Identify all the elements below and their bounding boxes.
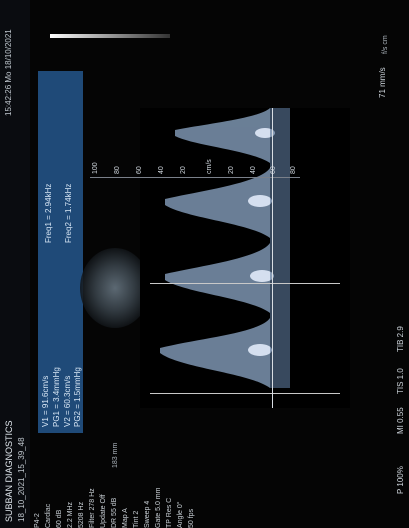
scale-tick-5: cm/s bbox=[206, 159, 213, 174]
setting-2: 60 dB bbox=[56, 509, 63, 528]
setting-3: 2.2 MHz bbox=[67, 501, 74, 528]
velocity-scale-line bbox=[90, 177, 300, 178]
v1-value: V1 = 91.6cm/s bbox=[41, 375, 50, 427]
pg2-value: PG2 = 1.5mmHg bbox=[73, 367, 82, 427]
setting-9: Tint 2 bbox=[133, 510, 140, 528]
setting-10: Sweep 4 bbox=[144, 500, 151, 528]
brand-label: SUBBAN DIAGNOSTICS bbox=[4, 420, 14, 522]
depth-label: 183 mm bbox=[112, 442, 119, 468]
pg1-value: PG1 = 3.4mmHg bbox=[52, 367, 61, 427]
spectral-doppler-display bbox=[140, 108, 350, 408]
setting-1: Cardiac bbox=[45, 503, 52, 528]
freq1-value: Freq1 = 2.94kHz bbox=[44, 183, 53, 243]
velocity-cursor-2[interactable] bbox=[150, 283, 340, 284]
scale-tick-0: 100 bbox=[92, 162, 99, 174]
setting-7: DR 55 dB bbox=[111, 497, 118, 528]
scale-tick-4: 20 bbox=[180, 166, 187, 174]
setting-12: TP Res C bbox=[166, 497, 173, 528]
setting-14: 50 fps bbox=[188, 508, 195, 528]
scale-tick-9: 80 bbox=[290, 166, 297, 174]
setting-6: Update Off bbox=[100, 494, 107, 528]
session-label: 18_10_2021_15_39_48 bbox=[17, 437, 26, 522]
grayscale-bar bbox=[50, 34, 170, 38]
scale-tick-2: 60 bbox=[136, 166, 143, 174]
power-label: P 100% bbox=[396, 466, 405, 494]
scale-tick-6: 20 bbox=[228, 166, 235, 174]
setting-5: Filter 278 Hz bbox=[89, 488, 96, 528]
mi-label: MI 0.55 bbox=[396, 407, 405, 434]
baseline-cursor[interactable] bbox=[272, 108, 273, 408]
tib-label: TIB 2.9 bbox=[396, 326, 405, 352]
tis-label: TIS 1.0 bbox=[396, 368, 405, 394]
setting-8: Map A bbox=[122, 508, 129, 528]
scale-tick-3: 40 bbox=[158, 166, 165, 174]
setting-0: P4-2 bbox=[34, 513, 41, 528]
datetime-label: 15:42:26 Mo 18/10/2021 bbox=[4, 29, 13, 116]
v2-value: V2 = 60.3cm/s bbox=[63, 375, 72, 427]
freq2-value: Freq2 = 1.74kHz bbox=[64, 183, 73, 243]
measurement-box: V1 = 91.6cm/s PG1 = 3.4mmHg V2 = 60.3cm/… bbox=[38, 71, 83, 433]
sweep-speed: 71 mm/s bbox=[378, 67, 387, 98]
scale-unit: f/s cm bbox=[382, 35, 389, 54]
velocity-cursor-1[interactable] bbox=[150, 393, 340, 394]
scale-tick-7: 40 bbox=[250, 166, 257, 174]
setting-4: 5208 Hz bbox=[78, 501, 85, 528]
scale-tick-1: 80 bbox=[114, 166, 121, 174]
doppler-waveform bbox=[140, 108, 350, 408]
setting-13: Angle 0° bbox=[177, 501, 184, 528]
setting-11: Gate 5.0 mm bbox=[155, 487, 162, 528]
